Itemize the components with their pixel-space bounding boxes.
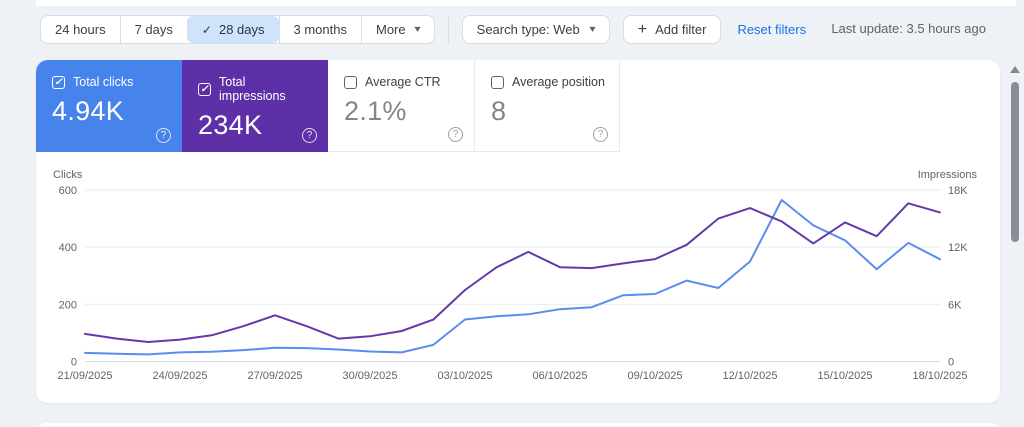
x-axis-label: 03/10/2025 [437, 370, 492, 382]
date-range-28-days[interactable]: ✓ 28 days [186, 16, 279, 43]
x-axis-label: 06/10/2025 [532, 370, 587, 382]
chip-label: More [376, 22, 406, 37]
card-header: ✓ Total clicks [52, 75, 168, 89]
series-total-clicks [84, 199, 941, 356]
metric-label: Average CTR [365, 75, 441, 89]
metric-label: Total impressions [219, 75, 286, 103]
next-section-panel [36, 423, 1000, 427]
performance-chart[interactable]: 0 0 200 6K 400 12K 600 18K Clicks Impressions 21/0… [36, 170, 1000, 403]
help-icon[interactable]: ? [302, 128, 317, 143]
metric-label: Total clicks [73, 75, 134, 89]
left-axis-tick: 0 [71, 357, 77, 369]
scrollbar[interactable] [1009, 58, 1021, 427]
right-axis-tick: 12K [948, 242, 968, 254]
checkbox-unchecked-icon[interactable] [344, 75, 357, 89]
x-axis-label: 15/10/2025 [817, 370, 872, 382]
plus-icon: + [637, 21, 648, 38]
date-range-7-days[interactable]: 7 days [119, 16, 187, 43]
right-axis-tick: 0 [948, 357, 954, 369]
top-panel-edge [36, 0, 1016, 6]
toolbar-divider [447, 16, 449, 43]
metric-value: 8 [491, 96, 507, 126]
help-icon[interactable]: ? [593, 127, 608, 142]
help-icon[interactable]: ? [448, 127, 463, 142]
x-axis-label: 09/10/2025 [627, 370, 682, 382]
chip-label: 3 months [293, 22, 347, 37]
scroll-up-arrow-icon[interactable] [1010, 66, 1020, 73]
search-type-label: Search type: Web [476, 22, 580, 37]
x-axis-label: 12/10/2025 [722, 370, 777, 382]
x-axis-label: 30/09/2025 [342, 370, 397, 382]
metric-card-total-impressions[interactable]: ✓ Total impressions 234K ? [182, 60, 328, 152]
metric-value: 4.94K [52, 96, 125, 126]
series-total-impressions [84, 202, 941, 343]
metric-card-average-position[interactable]: Average position 8 ? [474, 60, 620, 152]
left-axis-tick: 200 [59, 299, 77, 311]
reset-filters-link[interactable]: Reset filters [737, 22, 807, 37]
chip-label: 28 days [218, 22, 265, 37]
help-icon[interactable]: ? [156, 128, 171, 143]
date-range-24-hours[interactable]: 24 hours [41, 16, 120, 43]
left-axis-tick: 600 [59, 185, 77, 197]
metric-label: Average position [512, 75, 605, 89]
x-axis-label: 18/10/2025 [912, 370, 967, 382]
right-axis-title: Impressions [918, 170, 978, 181]
date-range-more-dropdown[interactable]: More ▾ [361, 16, 434, 43]
performance-panel: ✓ Total clicks 4.94K ? ✓ Total impressio… [36, 60, 1000, 403]
checkbox-checked-icon[interactable]: ✓ [52, 75, 65, 89]
date-range-3-months[interactable]: 3 months [278, 16, 361, 43]
left-axis-tick: 400 [59, 242, 77, 254]
search-type-dropdown[interactable]: Search type: Web ▾ [461, 15, 610, 44]
right-axis-tick: 6K [948, 299, 962, 311]
chip-label: 24 hours [55, 22, 106, 37]
add-filter-label: Add filter [655, 22, 707, 37]
metric-cards-row: ✓ Total clicks 4.94K ? ✓ Total impressio… [36, 60, 1000, 152]
card-header: Average CTR [344, 75, 460, 89]
chevron-down-icon: ▾ [589, 24, 596, 35]
chip-label: 7 days [134, 22, 173, 37]
metric-value: 234K [198, 110, 263, 140]
add-filter-button[interactable]: + Add filter [622, 15, 722, 44]
x-axis-label: 27/09/2025 [247, 370, 302, 382]
x-axis-label: 21/09/2025 [57, 370, 112, 382]
card-header: ✓ Total impressions [198, 75, 314, 103]
check-icon: ✓ [201, 22, 212, 37]
metric-card-average-ctr[interactable]: Average CTR 2.1% ? [328, 60, 474, 152]
date-range-group: 24 hours 7 days ✓ 28 days 3 months More … [40, 15, 435, 44]
card-header: Average position [491, 75, 605, 89]
checkbox-checked-icon[interactable]: ✓ [198, 82, 211, 96]
scrollbar-thumb[interactable] [1011, 82, 1019, 242]
x-axis-label: 24/09/2025 [152, 370, 207, 382]
check-glyph: ✓ [200, 83, 209, 95]
left-axis-title: Clicks [53, 170, 83, 181]
filters-toolbar: 24 hours 7 days ✓ 28 days 3 months More … [40, 15, 806, 44]
metric-value: 2.1% [344, 96, 407, 126]
last-update-text: Last update: 3.5 hours ago [831, 21, 986, 36]
metric-card-total-clicks[interactable]: ✓ Total clicks 4.94K ? [36, 60, 182, 152]
check-glyph: ✓ [54, 76, 63, 88]
right-axis-tick: 18K [948, 185, 968, 197]
chevron-down-icon: ▾ [413, 24, 421, 35]
checkbox-unchecked-icon[interactable] [491, 75, 504, 89]
